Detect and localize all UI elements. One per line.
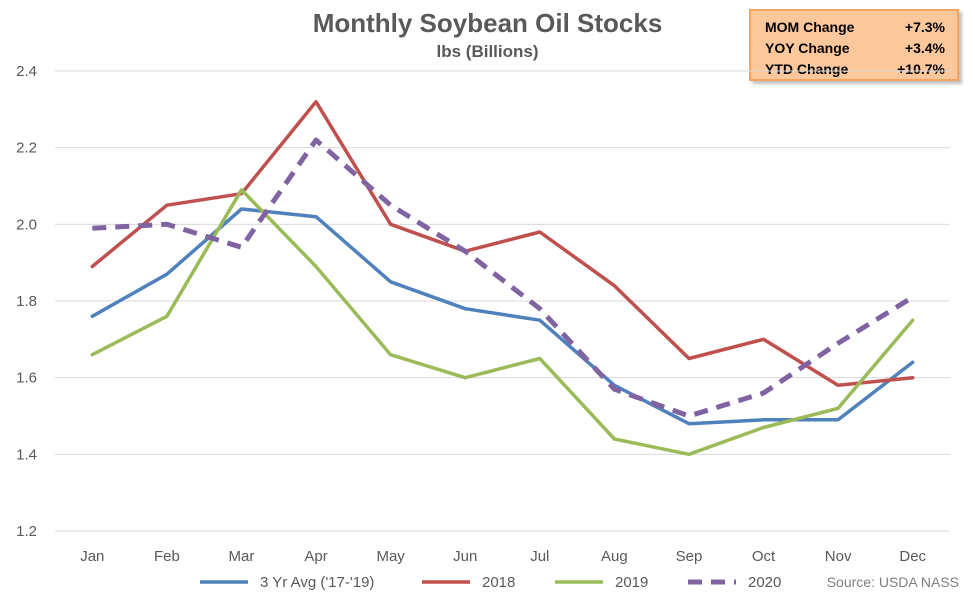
series-line-2 — [90, 188, 915, 457]
legend-label-2: 2019 — [615, 574, 648, 591]
x-tick-label: Apr — [304, 548, 327, 565]
series-line-1 — [90, 99, 915, 388]
yoy-change-value: +3.4% — [904, 40, 945, 56]
mom-change-row: MOM Change +7.3% — [765, 17, 945, 38]
legend-label-3: 2020 — [748, 574, 781, 591]
chart-subtitle: lbs (Billions) — [436, 42, 539, 61]
x-tick-label: Jun — [453, 548, 477, 565]
x-tick-label: Oct — [752, 548, 776, 565]
x-tick-label: Mar — [229, 548, 255, 565]
ytd-change-label: YTD Change — [765, 61, 849, 77]
series-line-3 — [92, 137, 915, 419]
x-tick-label: Jul — [530, 548, 549, 565]
x-tick-label: Feb — [154, 548, 180, 565]
y-tick-label: 1.4 — [16, 446, 37, 463]
ytd-change-value: +10.7% — [897, 61, 945, 77]
y-tick-label: 1.8 — [16, 293, 37, 310]
mom-change-label: MOM Change — [765, 19, 855, 35]
x-tick-label: Nov — [825, 548, 852, 565]
x-tick-label: Sep — [676, 548, 703, 565]
y-tick-label: 2.2 — [16, 140, 37, 157]
y-tick-label: 1.6 — [16, 370, 37, 387]
yoy-change-row: YOY Change +3.4% — [765, 38, 945, 59]
mom-change-value: +7.3% — [904, 19, 945, 35]
x-tick-label: Jan — [80, 548, 104, 565]
source-note: Source: USDA NASS — [826, 574, 959, 590]
chart-title: Monthly Soybean Oil Stocks — [312, 8, 663, 38]
y-tick-label: 2.4 — [16, 63, 37, 80]
yoy-change-label: YOY Change — [765, 40, 850, 56]
legend-label-0: 3 Yr Avg ('17-'19) — [260, 574, 374, 591]
legend-label-1: 2018 — [482, 574, 515, 591]
change-summary-box: MOM Change +7.3% YOY Change +3.4% YTD Ch… — [749, 9, 959, 81]
x-tick-label: Aug — [601, 548, 628, 565]
y-tick-label: 1.2 — [16, 523, 37, 540]
x-tick-label: Dec — [899, 548, 926, 565]
y-tick-label: 2.0 — [16, 216, 37, 233]
ytd-change-row: YTD Change +10.7% — [765, 59, 945, 80]
x-tick-label: May — [376, 548, 405, 565]
series-line-0 — [90, 207, 915, 426]
